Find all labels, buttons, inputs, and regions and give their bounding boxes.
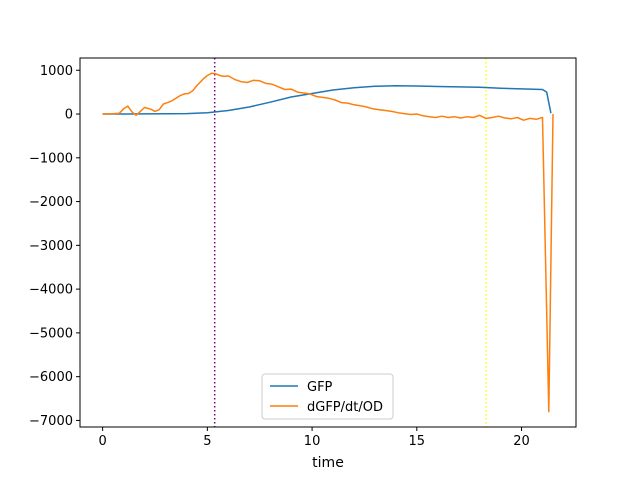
series-line-dgfp-dt-od <box>102 72 554 413</box>
series-lines <box>102 72 554 413</box>
vertical-reference-lines <box>213 58 487 427</box>
x-tick-label: 20 <box>513 434 530 449</box>
y-tick-label: −2000 <box>29 195 73 210</box>
y-tick-label: 0 <box>65 108 73 123</box>
x-tick-label: 10 <box>304 434 321 449</box>
y-tick-label: −7000 <box>29 414 73 429</box>
x-axis-ticks: 0 5 10 15 20 <box>98 427 530 449</box>
y-tick-label: −1000 <box>29 151 73 166</box>
series-line-gfp <box>102 85 552 115</box>
y-tick-label: −3000 <box>29 239 73 254</box>
y-axis-ticks: 1000 0 −1000 −2000 −3000 −4000 −5000 −6000 −7000 <box>29 64 80 429</box>
x-tick-label: 0 <box>98 434 106 449</box>
x-tick-label: 5 <box>203 434 211 449</box>
plot-area-background <box>80 58 576 427</box>
legend: GFP dGFP/dt/OD <box>261 373 394 420</box>
y-tick-label: −6000 <box>29 370 73 385</box>
x-tick-label: 15 <box>409 434 426 449</box>
plot-frame <box>79 57 577 428</box>
y-tick-label: −5000 <box>29 326 73 341</box>
legend-label-gfp: GFP <box>307 380 333 395</box>
legend-label-dgfp: dGFP/dt/OD <box>307 400 383 415</box>
y-tick-label: 1000 <box>40 64 73 79</box>
x-axis-label: time <box>312 455 344 471</box>
y-tick-label: −4000 <box>29 283 73 298</box>
